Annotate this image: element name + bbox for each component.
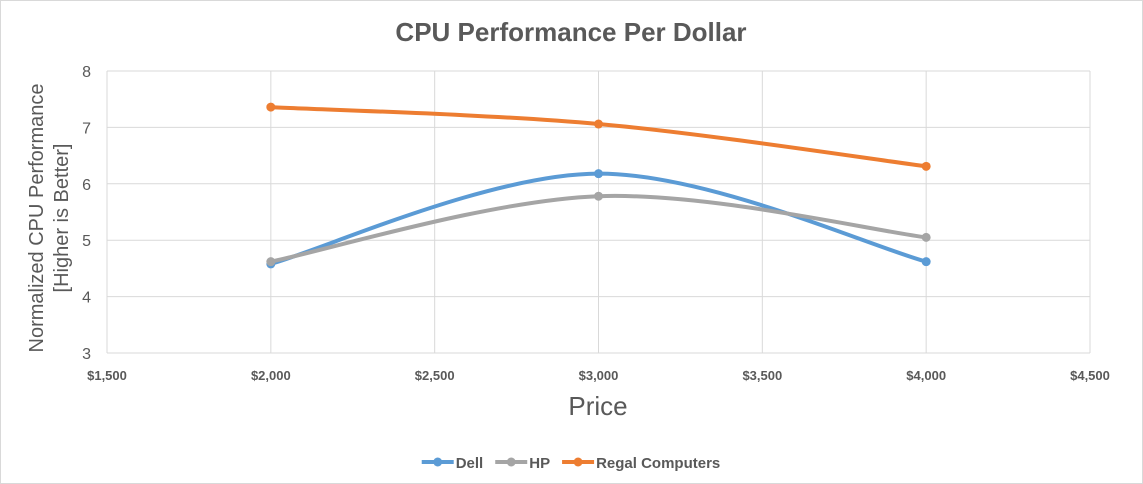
legend-marker-dell [433, 457, 443, 467]
y-tick-label: 5 [82, 233, 91, 250]
chart-title: CPU Performance Per Dollar [395, 17, 746, 47]
x-tick-label: $3,000 [579, 368, 619, 383]
data-point-hp [921, 232, 931, 242]
series-hp [266, 191, 931, 267]
x-axis-label: Price [568, 391, 627, 421]
legend-label: Dell [456, 455, 484, 472]
legend-marker-hp [506, 457, 516, 467]
x-tick-label: $4,000 [906, 368, 946, 383]
grid [106, 70, 1091, 354]
legend-label: HP [529, 455, 550, 472]
y-tick-label: 6 [82, 177, 91, 194]
y-tick-label: 7 [82, 120, 91, 137]
x-tick-label: $3,500 [742, 368, 782, 383]
legend: Dell HP Regal Computers [421, 455, 720, 472]
y-tick-label: 3 [82, 346, 91, 363]
legend-marker-regal-computers [573, 457, 583, 467]
x-tick-label: $2,000 [251, 368, 291, 383]
data-point-regal-computers [594, 119, 603, 129]
data-point-dell [594, 169, 603, 179]
data-point-regal-computers [921, 161, 931, 171]
x-tick-label: $2,500 [415, 368, 455, 383]
x-axis-ticks: $1,500 $2,000 $2,500 $3,000 $3,500 $4,000 $4,5… [87, 368, 1110, 383]
x-tick-label: $1,500 [87, 368, 127, 383]
data-point-hp [266, 257, 276, 267]
data-point-regal-computers [266, 102, 276, 112]
y-axis-ticks: 3 4 5 6 7 8 [82, 64, 91, 363]
y-tick-label: 8 [82, 64, 91, 81]
data-point-hp [594, 191, 603, 201]
series [266, 102, 931, 269]
y-axis-label-line-1: Normalized CPU Performance [26, 84, 48, 353]
data-point-dell [921, 257, 931, 267]
x-tick-label: $4,500 [1070, 368, 1110, 383]
series-regal-computers [266, 102, 931, 171]
y-tick-label: 4 [82, 290, 91, 307]
legend-label: Regal Computers [596, 455, 720, 472]
y-axis-label-line-2: [Higher is Better] [51, 144, 73, 293]
